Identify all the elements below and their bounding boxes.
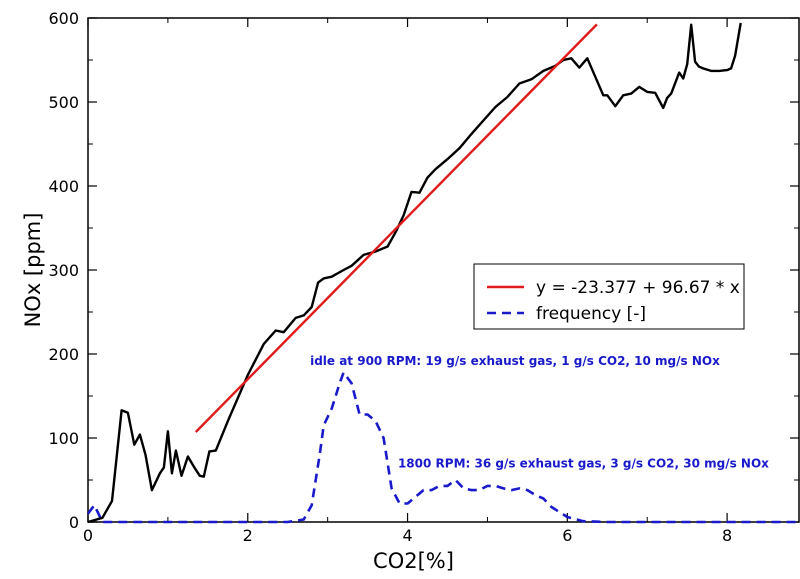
series-frequency-line <box>86 371 799 524</box>
y-tick-label-6: 600 <box>48 9 79 28</box>
y-tick-label-0: 0 <box>69 513 79 532</box>
x-tick-label-0: 0 <box>83 526 93 545</box>
series-layer <box>86 22 799 524</box>
y-tick-label-3: 300 <box>48 261 79 280</box>
x-tick-label-1: 2 <box>243 526 253 545</box>
series-measurement-line <box>87 22 742 524</box>
legend: y = -23.377 + 96.67 * x frequency [-] <box>473 263 745 330</box>
legend-entry-fit: y = -23.377 + 96.67 * x <box>536 278 740 298</box>
legend-box <box>473 263 745 330</box>
y-tick-label-1: 100 <box>48 429 79 448</box>
annotation-1: 1800 RPM: 36 g/s exhaust gas, 3 g/s CO2,… <box>398 456 769 470</box>
y-tick-label-5: 500 <box>48 93 79 112</box>
x-tick-label-3: 6 <box>562 526 572 545</box>
series-fit-line <box>194 23 598 433</box>
annotation-layer: idle at 900 RPM: 19 g/s exhaust gas, 1 g… <box>310 354 769 470</box>
legend-entry-frequency: frequency [-] <box>536 304 646 324</box>
annotation-0: idle at 900 RPM: 19 g/s exhaust gas, 1 g… <box>310 354 720 368</box>
y-axis-label: NOx [ppm] <box>21 213 45 328</box>
axis-ticks: 0 2 4 6 8 0 100 200 300 400 500 600 <box>48 9 799 545</box>
x-tick-label-2: 4 <box>402 526 412 545</box>
x-axis-label: CO2[%] <box>373 549 454 573</box>
x-tick-label-4: 8 <box>722 526 732 545</box>
y-tick-label-4: 400 <box>48 177 79 196</box>
y-tick-label-2: 200 <box>48 345 79 364</box>
